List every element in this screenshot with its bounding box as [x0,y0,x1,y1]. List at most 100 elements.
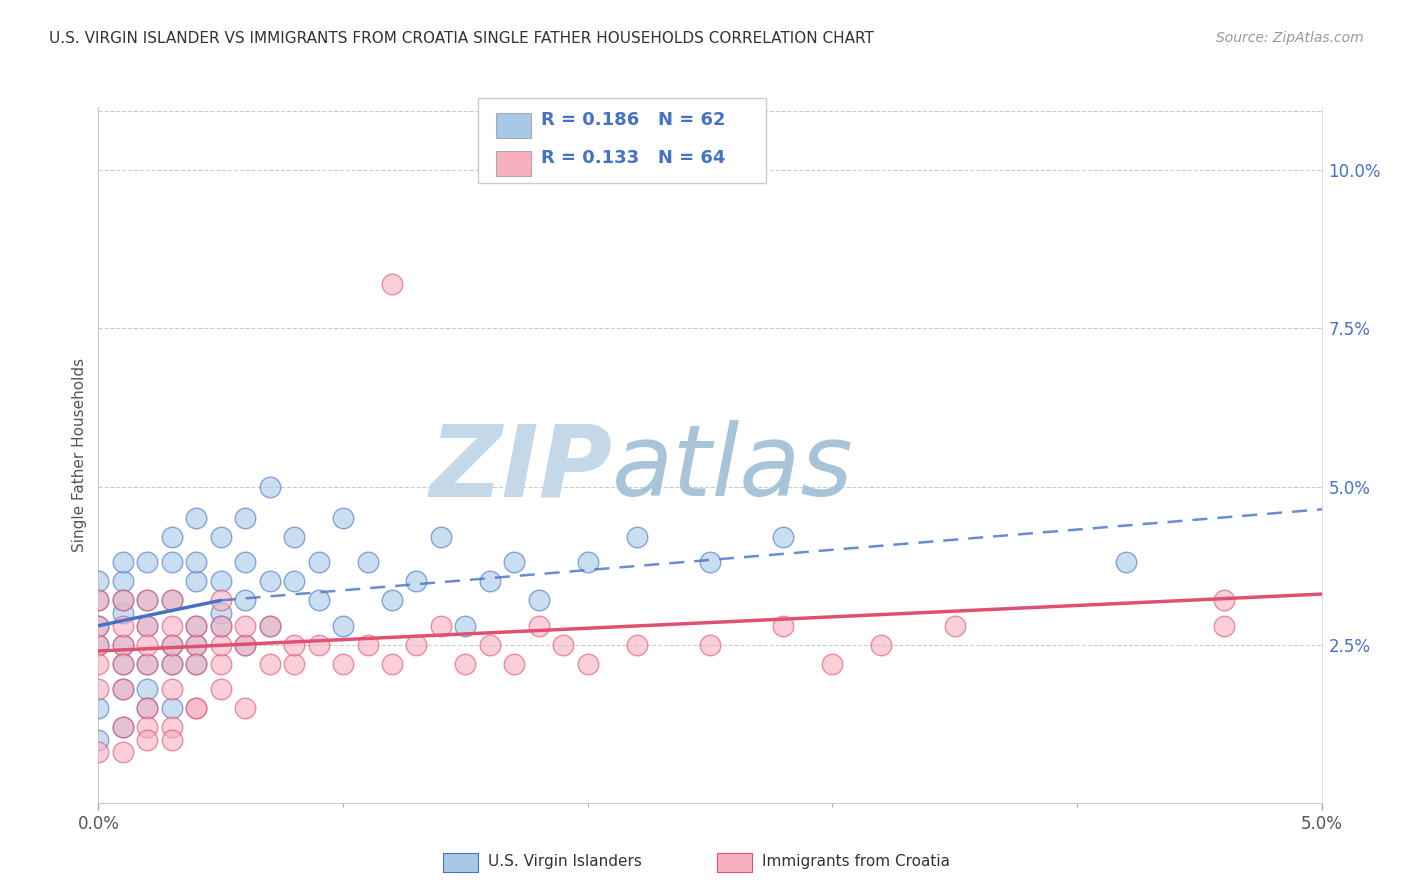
Point [233,638,256,652]
Point [259,574,281,589]
Text: Source: ZipAtlas.com: Source: ZipAtlas.com [1216,31,1364,45]
Point [381,593,404,607]
Point [87,638,110,652]
Point [136,657,159,671]
Point [87,732,110,747]
Point [283,657,305,671]
Point [160,657,183,671]
Point [111,593,134,607]
Point [87,681,110,696]
Text: R = 0.133   N = 64: R = 0.133 N = 64 [541,149,725,167]
Point [136,618,159,632]
Point [332,511,354,525]
Point [87,593,110,607]
Point [160,681,183,696]
Point [870,638,893,652]
Point [111,593,134,607]
Point [160,530,183,544]
Point [209,638,232,652]
Point [503,556,526,570]
Point [233,556,256,570]
Point [186,638,208,652]
Point [1212,593,1234,607]
Point [772,530,794,544]
Point [111,574,134,589]
Point [186,657,208,671]
Point [699,556,721,570]
Point [111,606,134,620]
Point [87,593,110,607]
Point [527,618,550,632]
Point [136,732,159,747]
Point [186,701,208,715]
Point [381,657,404,671]
Point [454,618,477,632]
Point [160,638,183,652]
Point [332,618,354,632]
Point [332,657,354,671]
Point [233,638,256,652]
Point [160,593,183,607]
Text: U.S. Virgin Islanders: U.S. Virgin Islanders [488,855,641,869]
Point [259,479,281,493]
Point [209,657,232,671]
Point [186,556,208,570]
Point [87,657,110,671]
Text: R = 0.186   N = 62: R = 0.186 N = 62 [541,111,725,128]
Point [405,574,427,589]
Point [111,638,134,652]
Point [503,657,526,671]
Point [111,681,134,696]
Point [111,618,134,632]
Point [160,657,183,671]
Point [136,638,159,652]
Text: ZIP: ZIP [429,420,612,517]
Point [87,638,110,652]
Point [111,657,134,671]
Point [454,657,477,671]
Point [209,618,232,632]
Point [160,701,183,715]
Point [1212,618,1234,632]
Point [209,681,232,696]
Point [209,606,232,620]
Point [87,574,110,589]
Point [186,511,208,525]
Point [111,681,134,696]
Point [111,720,134,734]
Point [356,638,378,652]
Point [478,638,501,652]
Point [356,556,378,570]
Point [308,638,330,652]
Point [186,618,208,632]
Point [430,530,453,544]
Point [821,657,844,671]
Point [111,638,134,652]
Point [160,618,183,632]
Point [943,618,966,632]
Point [186,618,208,632]
Point [553,638,575,652]
Point [576,657,599,671]
Point [111,556,134,570]
Point [186,638,208,652]
Point [772,618,794,632]
Point [283,574,305,589]
Point [259,618,281,632]
Text: U.S. VIRGIN ISLANDER VS IMMIGRANTS FROM CROATIA SINGLE FATHER HOUSEHOLDS CORRELA: U.S. VIRGIN ISLANDER VS IMMIGRANTS FROM … [49,31,875,46]
Point [136,681,159,696]
Point [136,593,159,607]
Y-axis label: Single Father Households: Single Father Households [72,358,87,552]
Point [233,701,256,715]
Point [87,618,110,632]
Point [308,593,330,607]
Point [136,593,159,607]
Point [209,593,232,607]
Point [233,618,256,632]
Point [160,720,183,734]
Point [209,574,232,589]
Point [160,593,183,607]
Point [136,701,159,715]
Point [87,701,110,715]
Point [430,618,453,632]
